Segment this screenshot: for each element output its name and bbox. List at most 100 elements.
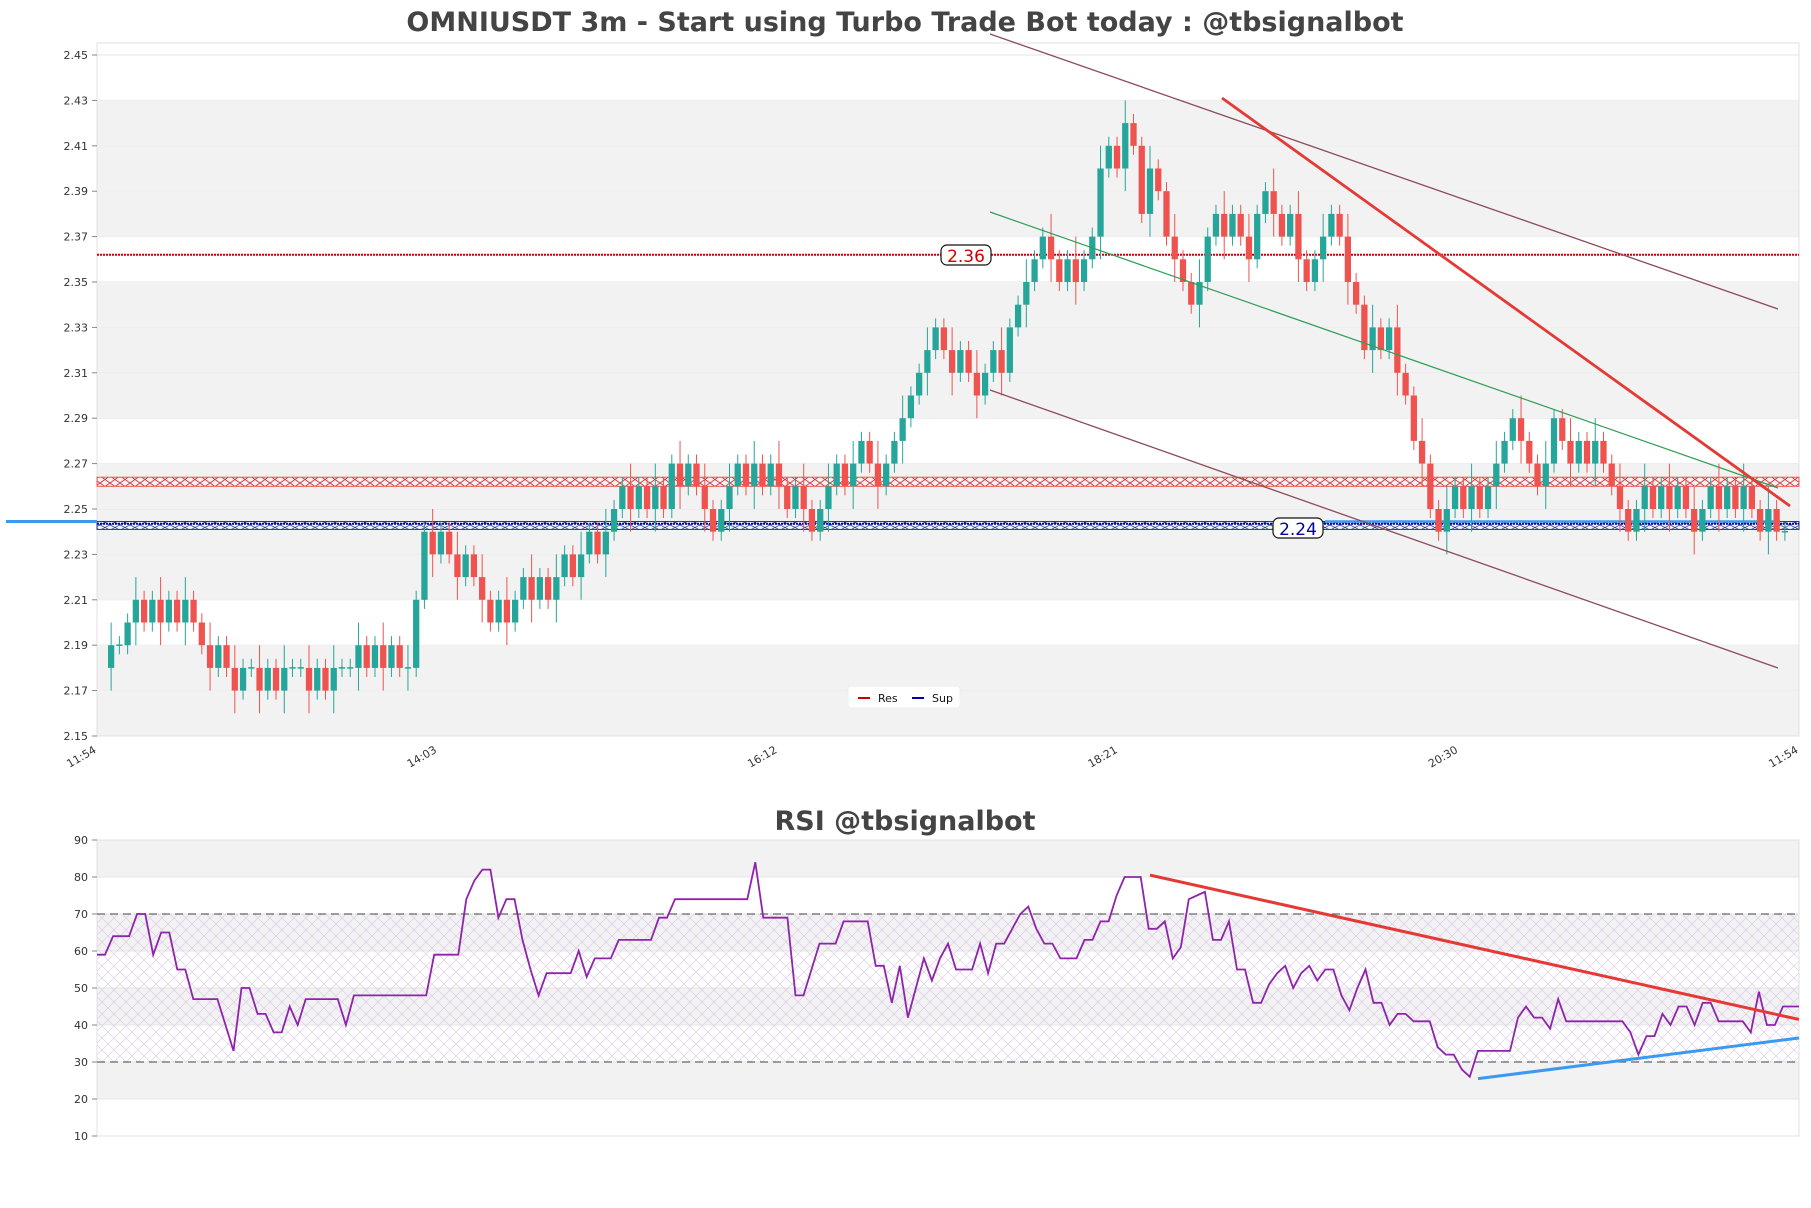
rsi-trendline-up <box>1477 1036 1800 1081</box>
candle-body <box>1509 418 1516 441</box>
candle-body <box>1336 213 1343 237</box>
candle-body <box>231 667 238 691</box>
candle-body <box>462 554 469 578</box>
candle-body <box>107 645 115 668</box>
candle-body <box>1023 282 1030 305</box>
rsi-neutral-zone <box>97 914 1799 1062</box>
candle-body <box>940 327 948 351</box>
price-y-tick: 2.15 <box>64 730 89 743</box>
price-y-tick: 2.21 <box>64 594 89 607</box>
price-band <box>97 600 1799 645</box>
candle-body <box>1278 213 1286 237</box>
candle-body <box>1526 440 1533 464</box>
candle-body <box>355 645 362 668</box>
candle-body <box>817 509 824 532</box>
candle-body <box>1377 327 1385 351</box>
candle-body <box>1113 145 1121 169</box>
candle-body <box>1484 486 1492 509</box>
candle-body <box>1559 418 1566 441</box>
candle-body <box>1633 509 1640 532</box>
candle-body <box>371 645 379 668</box>
support-zone <box>96 520 1800 530</box>
candle-body <box>421 531 428 600</box>
candle-body <box>173 599 181 623</box>
candle-body <box>800 486 807 509</box>
candle-body <box>1064 259 1071 282</box>
candle-body <box>948 350 956 373</box>
rsi-y-tick: 40 <box>74 1019 88 1032</box>
candle-body <box>1031 259 1038 282</box>
candle-body <box>1039 236 1046 260</box>
price-band-shade <box>97 191 1799 237</box>
price-band-shade <box>97 282 1799 328</box>
candle-body <box>495 599 502 623</box>
candle-body <box>627 486 634 509</box>
candle-body <box>784 486 791 509</box>
price-band <box>97 509 1799 554</box>
candle-body <box>289 667 296 669</box>
candle-body <box>1732 486 1739 509</box>
candle-body <box>1691 509 1698 532</box>
price-y-tick: 2.23 <box>64 548 89 561</box>
candle-body <box>973 372 980 396</box>
candle-body <box>1006 327 1013 373</box>
candle-body <box>413 599 420 668</box>
candle-body <box>1699 509 1706 532</box>
rsi-trendline-down <box>1149 873 1800 1021</box>
candle-body <box>1740 486 1747 509</box>
candles <box>107 100 1789 714</box>
price-y-tick: 2.41 <box>64 140 89 153</box>
candle-body <box>1682 486 1690 509</box>
rsi-y-tick: 50 <box>74 982 88 995</box>
candle-body <box>850 463 857 487</box>
price-x-tick: 14:03 <box>405 743 439 770</box>
candle-body <box>1130 123 1137 146</box>
price-y-tick: 2.37 <box>64 231 89 244</box>
candle-body <box>1501 440 1508 464</box>
candle-body <box>1080 259 1088 282</box>
legend-res-label: Res <box>878 692 898 705</box>
candle-body <box>1287 213 1294 237</box>
candle-body <box>709 509 717 532</box>
price-x-tick: 11:54 <box>65 743 99 770</box>
candle-body <box>619 486 626 509</box>
candle-body <box>1715 486 1723 509</box>
price-y-axis: 2.45 2.43 2.41 2.39 2.37 2.35 2.33 2.31 2.29 2.27… <box>64 49 97 743</box>
candle-body <box>248 667 255 669</box>
channel-lower-line <box>989 389 1779 669</box>
candle-body <box>751 463 758 487</box>
price-x-axis: 11:54 14:03 16:12 18:21 20:30 11:54 <box>65 743 1801 770</box>
candle-body <box>1105 145 1112 169</box>
candle-body <box>1221 213 1228 237</box>
candle-body <box>932 327 939 351</box>
rsi-y-tick: 70 <box>74 908 88 921</box>
candle-body <box>1773 509 1780 532</box>
price-y-tick: 2.19 <box>64 639 89 652</box>
candle-body <box>544 577 552 600</box>
candle-body <box>1361 304 1368 351</box>
candle-body <box>437 531 445 555</box>
candle-body <box>1097 168 1104 237</box>
candle-body <box>1369 327 1376 351</box>
candle-body <box>1666 486 1673 509</box>
rsi-band <box>97 1062 1799 1099</box>
price-band-shade <box>97 554 1799 600</box>
rsi-y-tick: 30 <box>74 1056 88 1069</box>
candle-body <box>767 463 774 487</box>
support-label-box <box>1272 517 1324 539</box>
candle-body <box>874 463 882 487</box>
candle-body <box>759 463 766 487</box>
candle-body <box>330 667 337 691</box>
candle-body <box>1616 486 1624 509</box>
candle-body <box>1649 486 1657 509</box>
candle-body <box>1493 463 1500 487</box>
candle-body <box>1344 236 1352 282</box>
candle-body <box>1163 191 1170 237</box>
candle-body <box>594 531 601 555</box>
price-x-tick: 11:54 <box>1767 743 1801 770</box>
candle-body <box>520 577 527 600</box>
candle-body <box>775 463 783 487</box>
candle-body <box>965 350 972 373</box>
candle-body <box>132 599 139 623</box>
candle-body <box>858 440 865 464</box>
